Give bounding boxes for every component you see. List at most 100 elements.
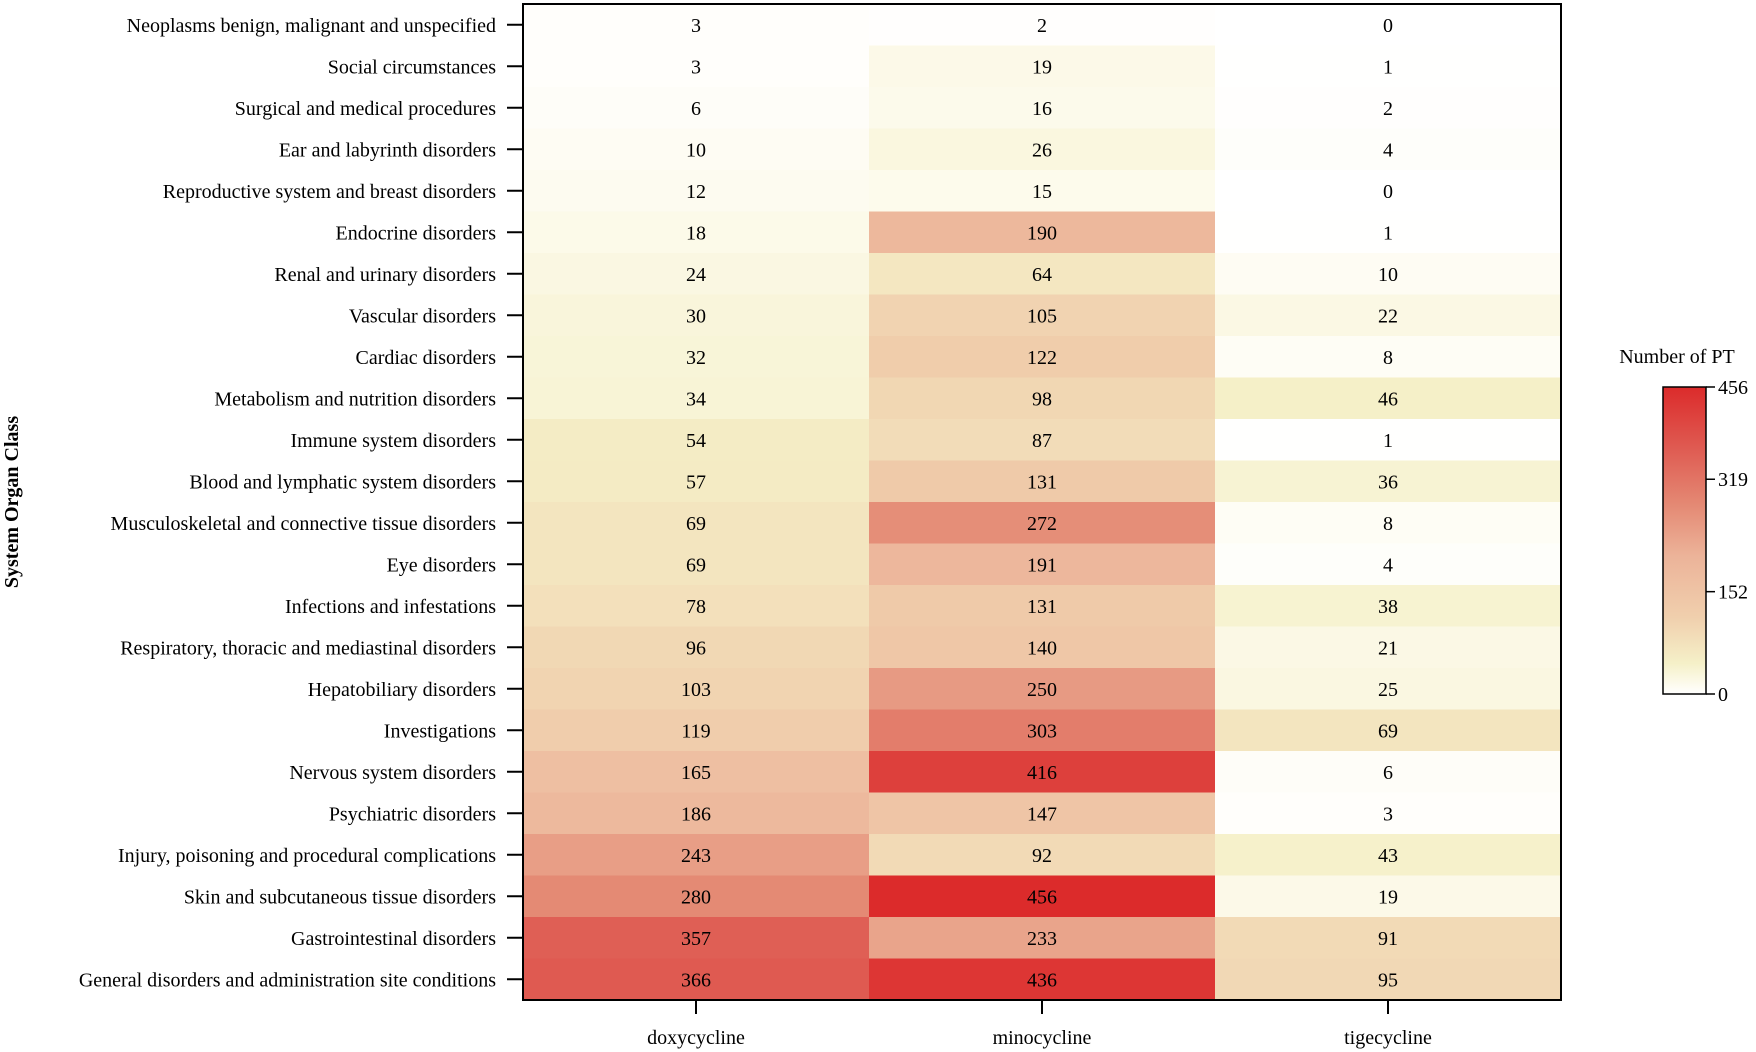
column-label: doxycycline	[647, 1027, 745, 1049]
heatmap-cell	[523, 543, 870, 586]
legend-color-bar	[1662, 386, 1707, 695]
cell-value-label: 95	[1378, 969, 1398, 991]
cell-value-label: 165	[681, 762, 711, 784]
row-labels: Neoplasms benign, malignant and unspecif…	[79, 15, 523, 991]
heatmap-cell	[523, 917, 870, 960]
row-label: Cardiac disorders	[355, 347, 496, 369]
heatmap-cell	[1215, 45, 1562, 88]
heatmap-cell	[1215, 585, 1562, 628]
cell-value-label: 19	[1378, 886, 1398, 908]
heatmap-cell	[523, 709, 870, 752]
row-label: Metabolism and nutrition disorders	[214, 388, 496, 410]
cell-value-label: 87	[1032, 430, 1052, 452]
plot-frame	[522, 3, 1562, 1001]
cell-value-label: 15	[1032, 181, 1052, 203]
heatmap-cell	[1215, 543, 1562, 586]
cell-value-label: 8	[1383, 347, 1393, 369]
cell-value-label: 21	[1378, 637, 1398, 659]
cell-value-label: 69	[686, 513, 706, 535]
heatmap-cell	[869, 751, 1216, 794]
heatmap-cell	[869, 170, 1216, 213]
heatmap-cell	[523, 128, 870, 171]
heatmap-cell	[523, 419, 870, 462]
cell-value-label: 357	[681, 928, 711, 950]
heatmap-cell	[523, 253, 870, 296]
heatmap-cell	[869, 502, 1216, 545]
cell-value-label: 243	[681, 845, 711, 867]
heatmap-cell	[523, 502, 870, 545]
row-label: Musculoskeletal and connective tissue di…	[111, 513, 497, 535]
cell-value-label: 250	[1027, 679, 1057, 701]
row-label: Ear and labyrinth disorders	[279, 139, 496, 161]
cell-value-label: 366	[681, 969, 711, 991]
cell-value-label: 91	[1378, 928, 1398, 950]
heatmap-cell	[869, 460, 1216, 503]
legend-tick-label: 319	[1718, 469, 1748, 491]
legend-tick-label: 0	[1718, 684, 1728, 706]
row-label: Immune system disorders	[290, 430, 496, 452]
legend-tick-label: 456	[1718, 377, 1748, 399]
cell-value-label: 78	[686, 596, 706, 618]
heatmap-cell	[1215, 917, 1562, 960]
cell-value-label: 6	[1383, 762, 1393, 784]
cell-value-label: 131	[1027, 596, 1057, 618]
heatmap-cell	[523, 294, 870, 337]
cell-value-label: 436	[1027, 969, 1057, 991]
heatmap-cells	[523, 4, 1562, 1001]
heatmap-cell	[523, 834, 870, 877]
heatmap-cell	[1215, 87, 1562, 130]
cell-value-label: 191	[1027, 554, 1057, 576]
cell-value-label: 8	[1383, 513, 1393, 535]
cell-value-label: 280	[681, 886, 711, 908]
cell-value-label: 416	[1027, 762, 1057, 784]
heatmap-cell	[1215, 668, 1562, 711]
row-label: Gastrointestinal disorders	[291, 928, 496, 950]
heatmap-cell	[869, 45, 1216, 88]
cell-value-label: 140	[1027, 637, 1057, 659]
y-axis-title: System Organ Class	[1, 416, 23, 588]
row-label: Endocrine disorders	[335, 222, 496, 244]
column-label: minocycline	[993, 1027, 1092, 1049]
cell-value-label: 2	[1383, 98, 1393, 120]
heatmap-cell	[523, 668, 870, 711]
heatmap-cell	[1215, 336, 1562, 379]
cell-value-label: 233	[1027, 928, 1057, 950]
cell-value-label: 3	[1383, 803, 1393, 825]
heatmap-cell	[869, 419, 1216, 462]
heatmap-cell	[869, 834, 1216, 877]
cell-value-label: 92	[1032, 845, 1052, 867]
cell-value-label: 0	[1383, 15, 1393, 37]
heatmap-cell	[869, 336, 1216, 379]
heatmap-cell	[523, 585, 870, 628]
cell-value-label: 12	[686, 181, 706, 203]
heatmap-cell	[1215, 4, 1562, 47]
heatmap-cell	[869, 792, 1216, 835]
cell-value-label: 26	[1032, 139, 1052, 161]
cell-value-label: 456	[1027, 886, 1057, 908]
heatmap-cell	[1215, 170, 1562, 213]
cell-value-label: 64	[1032, 264, 1052, 286]
row-label: Vascular disorders	[349, 305, 496, 327]
row-label: General disorders and administration sit…	[79, 969, 496, 991]
cell-value-label: 38	[1378, 596, 1398, 618]
heatmap-cell	[1215, 792, 1562, 835]
heatmap-cell	[1215, 377, 1562, 420]
heatmap-cell	[1215, 253, 1562, 296]
column-labels: doxycycline minocycline tigecycline	[647, 1000, 1432, 1049]
heatmap-cell	[523, 4, 870, 47]
cell-value-label: 1	[1383, 430, 1393, 452]
heatmap-cell	[1215, 751, 1562, 794]
heatmap-cell	[1215, 211, 1562, 254]
cell-value-label: 3	[691, 56, 701, 78]
heatmap-cell	[523, 792, 870, 835]
heatmap-cell	[869, 626, 1216, 669]
heatmap-cell	[1215, 875, 1562, 918]
cell-value-label: 4	[1383, 139, 1393, 161]
cell-value-label: 22	[1378, 305, 1398, 327]
cell-value-label: 43	[1378, 845, 1398, 867]
cell-value-label: 105	[1027, 305, 1057, 327]
row-label: Infections and infestations	[285, 596, 496, 618]
row-label: Reproductive system and breast disorders	[163, 181, 496, 203]
heatmap-cell	[869, 4, 1216, 47]
